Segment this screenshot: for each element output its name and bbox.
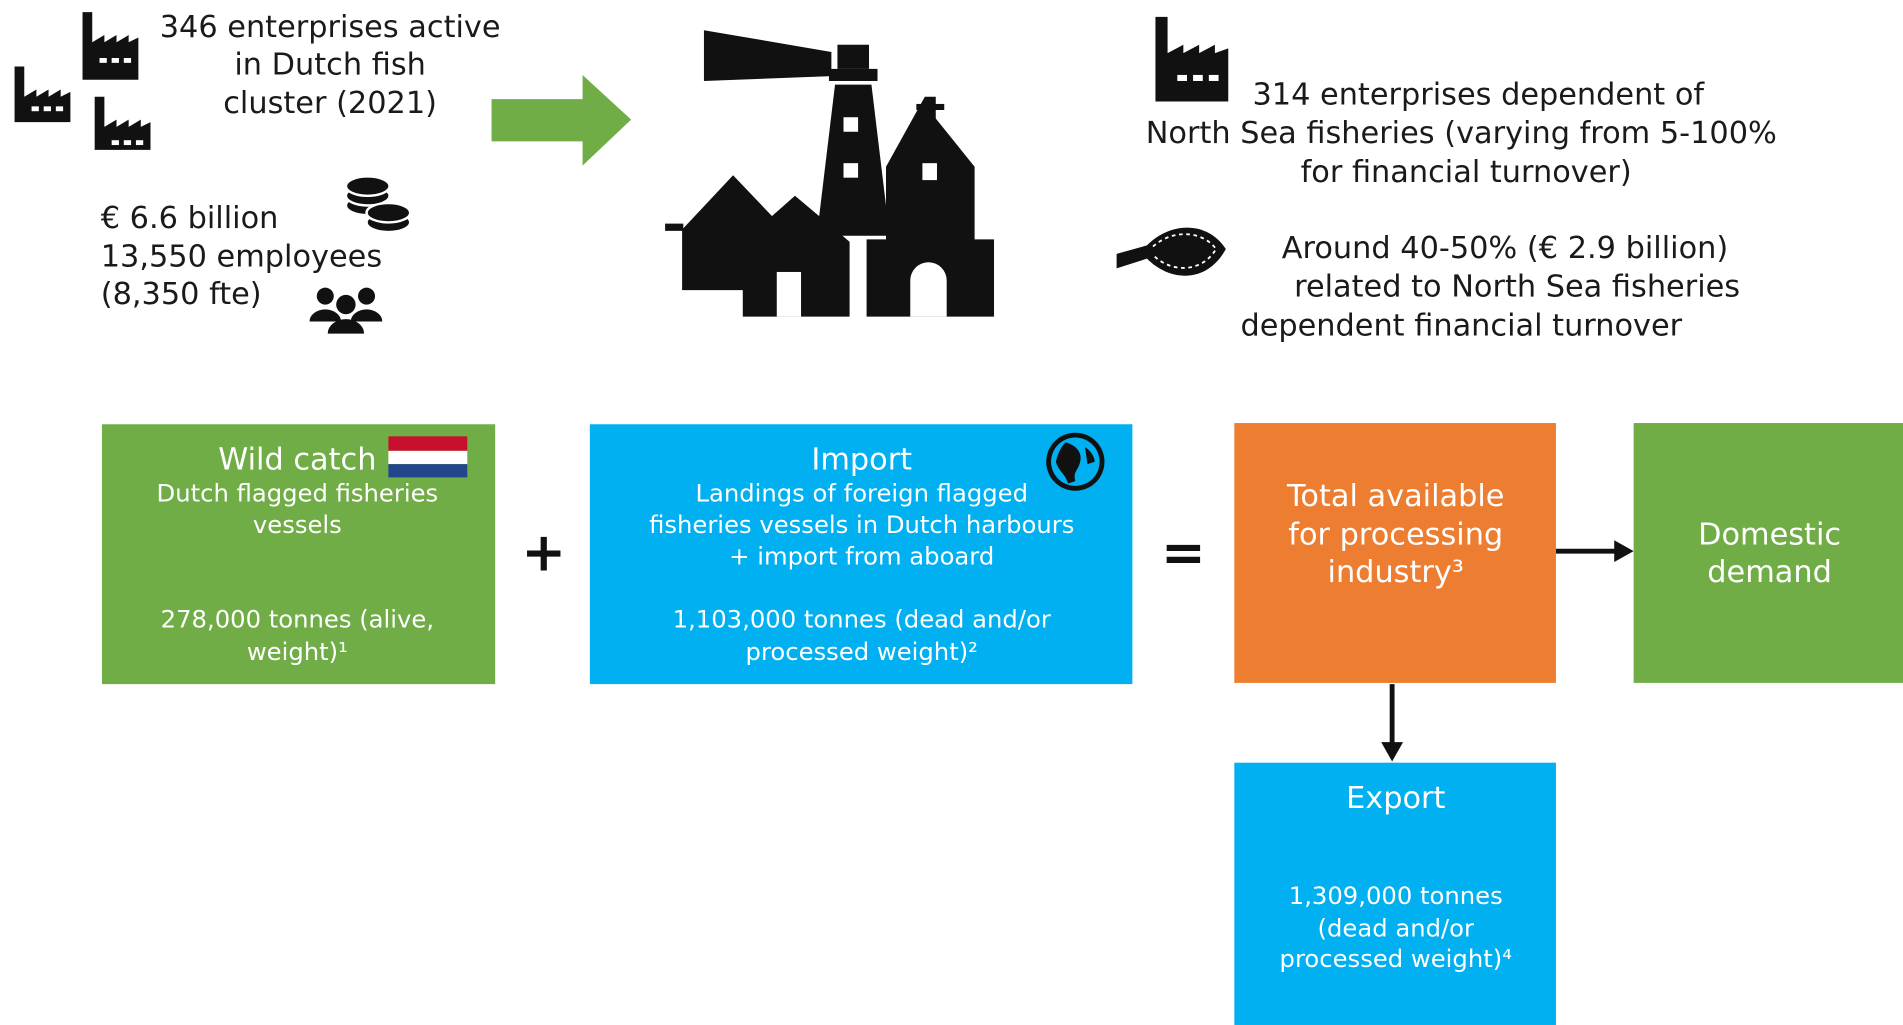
box-text: industry³ <box>1327 554 1464 590</box>
text-line: (8,350 fte) <box>100 276 262 312</box>
box-text: Landings of foreign flagged <box>695 478 1029 508</box>
box-text: fisheries vessels in Dutch harbours <box>649 510 1075 540</box>
box-title: Wild catch <box>218 441 377 477</box>
import-box <box>589 424 1133 685</box>
plus-sign: + <box>521 522 567 584</box>
box-text: weight)¹ <box>246 636 348 666</box>
text-line: 346 enterprises active <box>159 9 501 45</box>
people-icon <box>309 287 383 334</box>
text-line: cluster (2021) <box>223 85 437 121</box>
box-text: Domestic <box>1698 516 1842 552</box>
equals-sign: = <box>1160 522 1206 584</box>
box-text: for processing <box>1288 516 1504 552</box>
text-line: 13,550 employees <box>100 238 383 274</box>
domestic-box <box>1633 423 1903 683</box>
globe-icon <box>1046 432 1105 491</box>
text-line: North Sea fisheries (varying from 5-100% <box>1145 115 1777 151</box>
text-line: in Dutch fish <box>234 46 426 82</box>
coins-icon <box>344 175 412 234</box>
total-box <box>1234 423 1556 683</box>
box-text: demand <box>1707 554 1832 590</box>
box-text: 1,309,000 tonnes <box>1288 881 1503 911</box>
box-text: vessels <box>252 510 342 540</box>
box-text: 278,000 tonnes (alive, <box>160 604 435 634</box>
village-icon <box>665 30 995 317</box>
arrow-right <box>491 74 632 166</box>
export-box <box>1234 762 1556 1025</box>
text-line: for financial turnover) <box>1300 154 1632 190</box>
dutch-flag <box>388 436 468 478</box>
flow-arrows <box>1381 540 1634 762</box>
box-text: Dutch flagged fisheries <box>156 478 439 508</box>
box-title: Export <box>1346 780 1446 816</box>
box-text: processed weight)² <box>745 636 978 666</box>
box-text: 1,103,000 tonnes (dead and/or <box>672 604 1051 634</box>
box-title: Import <box>811 441 913 477</box>
text-line: € 6.6 billion <box>100 200 279 236</box>
box-text: + import from aboard <box>729 541 995 571</box>
box-text: processed weight)⁴ <box>1279 943 1512 974</box>
text-line: 314 enterprises dependent of <box>1252 76 1705 112</box>
box-text: (dead and/or <box>1317 913 1475 943</box>
text-line: related to North Sea fisheries <box>1294 268 1741 304</box>
text-line: Around 40-50% (€ 2.9 billion) <box>1281 230 1729 266</box>
box-text: Total available <box>1287 478 1505 514</box>
fish-icon <box>1116 227 1226 276</box>
text-line: dependent financial turnover <box>1240 307 1683 343</box>
